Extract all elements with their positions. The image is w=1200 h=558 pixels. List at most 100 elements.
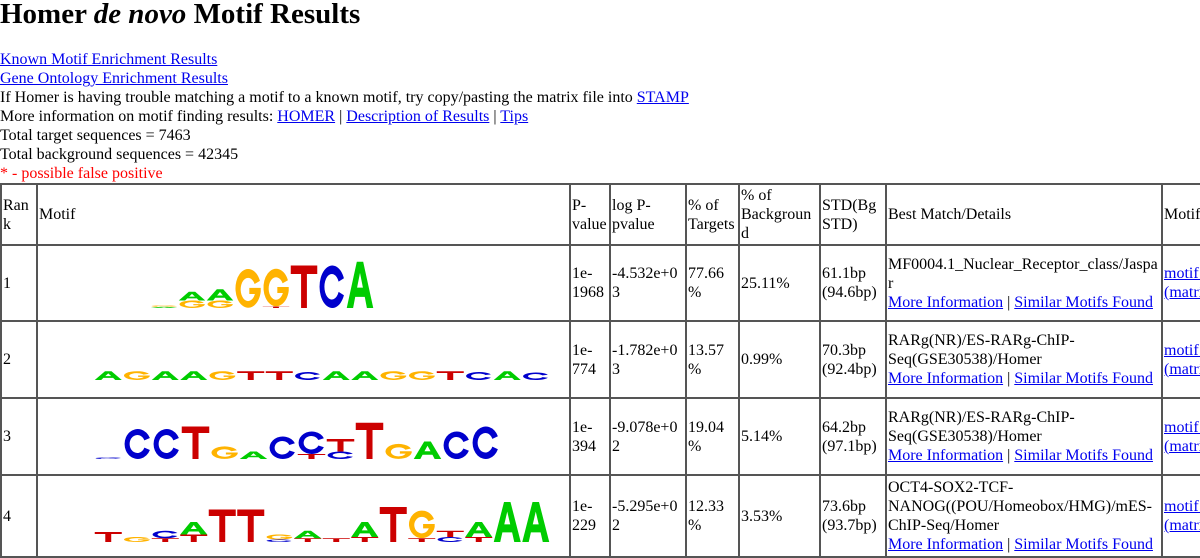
motif-file-link[interactable]: motif file (matrix)	[1164, 498, 1200, 534]
percent-targets-cell: 77.66%	[685, 244, 740, 322]
more-information-link[interactable]: More Information	[888, 447, 1004, 464]
total-background-sequences: Total background sequences = 42345	[0, 146, 239, 163]
logo-letter-a	[294, 530, 322, 539]
known-motif-results-link[interactable]: Known Motif Enrichment Results	[0, 51, 218, 68]
more-information-link[interactable]: More Information	[888, 293, 1004, 311]
motif-logo-cell	[36, 320, 571, 399]
motif-results-table: Rank Motif P-value log P-pvalue % of Tar…	[0, 183, 1200, 558]
motif-file-link[interactable]: motif file (matrix)	[1164, 265, 1200, 301]
logo-letter-c	[124, 429, 150, 459]
table-row: 4 1e-229 -5.295e+02 12.33% 3.53% 73.6bp (93.7…	[0, 474, 1200, 558]
table-row: 1 1e-1968 -4.532e+03 77.66% 25.11% 61.1bp (94…	[0, 244, 1200, 322]
std-cell: 73.6bp (93.7bp)	[819, 474, 887, 558]
motif-file-cell: motif file (matrix)	[1161, 244, 1200, 322]
best-match-cell: MF0004.1_Nuclear_Receptor_class/Jaspar Mo…	[885, 244, 1163, 322]
motif-logo	[150, 261, 374, 308]
logo-letter-a	[522, 502, 550, 542]
logo-letter-c	[153, 429, 179, 459]
header-percent-targets: % of Targets	[685, 183, 740, 246]
log-pvalue-cell: -4.532e+03	[609, 244, 687, 322]
logo-letter-t	[237, 371, 265, 380]
best-match-cell: OCT4-SOX2-TCF-NANOG((POU/Homeobox/HMG)/m…	[885, 474, 1163, 558]
similar-motifs-link[interactable]: Similar Motifs Found	[1014, 370, 1153, 387]
motif-logo	[94, 502, 550, 542]
table-row: 3 1e-394 -9.078e+02 19.04% 5.14% 64.2bp (97.1…	[0, 397, 1200, 476]
logo-letter-a	[151, 371, 179, 380]
logo-letter-g	[123, 536, 150, 542]
logo-letter-g	[209, 371, 236, 380]
stamp-link[interactable]: STAMP	[636, 89, 689, 106]
logo-letter-c	[523, 372, 548, 380]
logo-letter-t	[355, 422, 384, 459]
logo-letter-g	[235, 268, 261, 308]
logo-letter-t	[436, 371, 464, 380]
more-info-line: More information on motif finding result…	[0, 108, 529, 125]
logo-letter-t	[262, 306, 290, 308]
logo-letter-t	[408, 538, 436, 542]
logo-letter-t	[326, 439, 355, 452]
logo-letter-t	[94, 532, 122, 542]
logo-letter-g	[408, 371, 435, 380]
total-target-sequences: Total target sequences = 7463	[0, 127, 191, 144]
similar-motifs-link[interactable]: Similar Motifs Found	[1014, 293, 1153, 311]
description-of-results-link[interactable]: Description of Results	[346, 108, 490, 125]
logo-letter-c	[152, 530, 178, 539]
percent-background-cell: 25.11%	[738, 244, 821, 322]
logo-letter-t	[151, 538, 179, 542]
similar-motifs-link[interactable]: Similar Motifs Found	[1014, 536, 1153, 553]
best-match-cell: RARg(NR)/ES-RARg-ChIP-Seq(GSE30538)/Home…	[885, 320, 1163, 399]
logo-letter-g	[151, 305, 177, 307]
logo-letter-g	[266, 534, 293, 540]
motif-file-link[interactable]: motif file (matrix)	[1164, 341, 1200, 378]
motif-logo	[94, 371, 548, 380]
rank-cell: 3	[0, 397, 38, 476]
logo-letter-a	[493, 371, 521, 380]
logo-letter-g	[207, 300, 233, 308]
logo-letter-t	[294, 538, 322, 542]
logo-letter-t	[181, 426, 210, 459]
log-pvalue-cell: -9.078e+02	[609, 397, 687, 476]
logo-letter-c	[269, 436, 295, 459]
best-match-name: RARg(NR)/ES-RARg-ChIP-Seq(GSE30538)/Home…	[888, 409, 1075, 445]
homer-link[interactable]: HOMER	[277, 108, 336, 125]
more-information-link[interactable]: More Information	[888, 536, 1004, 553]
rank-cell: 1	[0, 244, 38, 322]
stamp-line: If Homer is having trouble matching a mo…	[0, 89, 689, 106]
motif-file-cell: motif file (matrix)	[1161, 474, 1200, 558]
tips-link[interactable]: Tips	[500, 108, 529, 125]
logo-letter-t	[237, 509, 265, 542]
logo-letter-a	[180, 522, 208, 535]
header-percent-background: % of Background	[738, 183, 821, 246]
logo-letter-t	[180, 534, 208, 542]
logo-letter-g	[123, 371, 150, 380]
header-best-match: Best Match/Details	[885, 183, 1163, 246]
more-information-link[interactable]: More Information	[888, 370, 1004, 387]
pvalue-cell: 1e-229	[569, 474, 611, 558]
logo-letter-g	[385, 443, 412, 459]
similar-motifs-link[interactable]: Similar Motifs Found	[1014, 447, 1153, 464]
pvalue-cell: 1e-774	[569, 320, 611, 399]
logo-letter-g	[263, 268, 289, 307]
gene-ontology-results-link[interactable]: Gene Ontology Enrichment Results	[0, 70, 228, 87]
logo-letter-g	[179, 300, 205, 308]
logo-letter-g	[380, 371, 407, 380]
rank-cell: 4	[0, 474, 38, 558]
logo-letter-t	[297, 454, 326, 459]
motif-logo	[95, 422, 498, 459]
std-cell: 61.1bp (94.6bp)	[819, 244, 887, 322]
log-pvalue-cell: -5.295e+02	[609, 474, 687, 558]
header-motif-file: Motif File	[1161, 183, 1200, 246]
std-cell: 64.2bp (97.1bp)	[819, 397, 887, 476]
percent-background-cell: 3.53%	[738, 474, 821, 558]
false-positive-note: * - possible false positive	[0, 165, 163, 182]
logo-letter-t	[465, 537, 493, 542]
table-header-row: Rank Motif P-value log P-pvalue % of Tar…	[0, 183, 1200, 246]
motif-file-cell: motif file (matrix)	[1161, 320, 1200, 399]
log-pvalue-cell: -1.782e+03	[609, 320, 687, 399]
logo-letter-c	[95, 457, 121, 459]
page-title: Homer de novo Motif Results	[0, 0, 361, 30]
percent-targets-cell: 12.33%	[685, 474, 740, 558]
motif-file-link[interactable]: motif file (matrix)	[1164, 418, 1200, 455]
logo-letter-t	[322, 538, 350, 542]
logo-letter-c	[266, 539, 292, 542]
